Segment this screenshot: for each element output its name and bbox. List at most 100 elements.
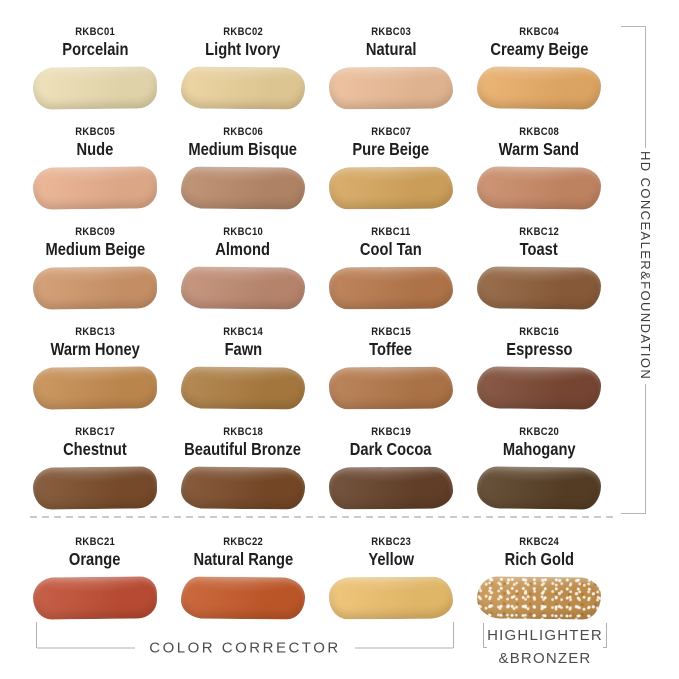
shade-swatch	[180, 166, 306, 210]
shade-cell: RKBC03 Natural	[317, 22, 465, 122]
shade-swatch	[32, 166, 158, 210]
foundation-shade-grid: RKBC01 Porcelain RKBC02 Light Ivory RKBC…	[21, 22, 613, 522]
shade-cell: RKBC11 Cool Tan	[317, 222, 465, 322]
color-corrector-bracket: COLOR CORRECTOR	[36, 622, 454, 657]
shade-name: Almond	[215, 239, 271, 259]
shade-swatch	[476, 366, 602, 410]
highlighter-bronzer-top-row: HIGHLIGHTER	[483, 623, 607, 648]
shade-code: RKBC02	[223, 26, 263, 38]
bracket-line-left	[37, 647, 136, 649]
shade-name: Fawn	[224, 339, 262, 359]
shade-code: RKBC17	[75, 426, 115, 438]
shade-code: RKBC24	[519, 536, 559, 548]
shade-code: RKBC01	[75, 26, 115, 38]
shade-name: Orange	[69, 549, 121, 569]
shade-cell: RKBC09 Medium Beige	[21, 222, 169, 322]
shade-code: RKBC05	[75, 126, 115, 138]
bracket-corner-right	[602, 623, 607, 648]
shade-code: RKBC13	[75, 326, 115, 338]
shade-name: Toast	[519, 239, 559, 259]
color-corrector-bracket-line: COLOR CORRECTOR	[37, 640, 453, 657]
shade-name: Mahogany	[502, 439, 576, 459]
shade-name: Natural	[365, 39, 417, 59]
shade-code: RKBC04	[519, 26, 559, 38]
shade-cell: RKBC07 Pure Beige	[317, 122, 465, 222]
shade-cell: RKBC19 Dark Cocoa	[317, 422, 465, 522]
shade-code: RKBC14	[223, 326, 263, 338]
shade-code: RKBC20	[519, 426, 559, 438]
shade-swatch	[476, 166, 602, 210]
shade-swatch	[328, 266, 454, 310]
section-label-color-corrector: COLOR CORRECTOR	[149, 639, 341, 657]
shade-name: Medium Beige	[45, 239, 145, 259]
shade-cell: RKBC05 Nude	[21, 122, 169, 222]
shade-name: Natural Range	[193, 549, 293, 569]
shade-swatch	[328, 366, 454, 410]
shade-code: RKBC16	[519, 326, 559, 338]
shade-name: Creamy Beige	[489, 39, 589, 59]
shade-cell: RKBC10 Almond	[169, 222, 317, 322]
shade-swatch	[328, 576, 454, 620]
shade-code: RKBC10	[223, 226, 263, 238]
shade-cell: RKBC16 Espresso	[465, 322, 613, 422]
shade-cell: RKBC04 Creamy Beige	[465, 22, 613, 122]
shade-name: Pure Beige	[352, 139, 430, 159]
shade-name: Medium Bisque	[188, 139, 298, 159]
shade-name: Beautiful Bronze	[184, 439, 302, 459]
shade-swatch	[180, 366, 306, 410]
shade-swatch	[32, 266, 158, 310]
shade-name: Toffee	[369, 339, 413, 359]
shade-swatch	[328, 166, 454, 210]
shade-cell: RKBC20 Mahogany	[465, 422, 613, 522]
shade-cell: RKBC12 Toast	[465, 222, 613, 322]
shade-swatch	[180, 266, 306, 310]
shade-name: Espresso	[505, 339, 573, 359]
shade-swatch	[32, 66, 158, 110]
shade-name: Chestnut	[63, 439, 127, 459]
shade-swatch	[476, 466, 602, 510]
highlighter-bronzer-label: HIGHLIGHTER &BRONZER	[483, 623, 607, 667]
shade-swatch	[32, 466, 158, 510]
shade-code: RKBC06	[223, 126, 263, 138]
shade-code: RKBC03	[371, 26, 411, 38]
shade-code: RKBC19	[371, 426, 411, 438]
right-bracket-top-tick	[621, 26, 646, 27]
right-bracket-upper-line	[645, 26, 646, 148]
shade-cell: RKBC14 Fawn	[169, 322, 317, 422]
bracket-line-right	[354, 647, 453, 649]
right-bracket-lower-line	[645, 384, 646, 513]
shade-cell: RKBC22 Natural Range	[169, 532, 317, 632]
dashed-divider	[30, 516, 616, 518]
shade-cell: RKBC18 Beautiful Bronze	[169, 422, 317, 522]
shade-swatch	[32, 576, 158, 620]
shade-name: Porcelain	[61, 39, 129, 59]
shade-swatch	[328, 66, 454, 110]
shade-code: RKBC09	[75, 226, 115, 238]
shade-swatch	[180, 66, 306, 110]
section-label-highlighter: HIGHLIGHTER	[487, 627, 603, 644]
shade-code: RKBC08	[519, 126, 559, 138]
shade-cell: RKBC06 Medium Bisque	[169, 122, 317, 222]
shade-name: Rich Gold	[504, 549, 574, 569]
right-bracket-bottom-tick	[621, 513, 646, 514]
shade-name: Dark Cocoa	[350, 439, 432, 459]
shade-swatch	[32, 366, 158, 410]
shade-code: RKBC07	[371, 126, 411, 138]
shade-swatch	[476, 266, 602, 310]
shade-cell: RKBC24 Rich Gold	[465, 532, 613, 632]
shade-code: RKBC12	[519, 226, 559, 238]
bracket-corner-left	[483, 623, 488, 648]
shade-swatch	[180, 576, 306, 620]
shade-swatch	[476, 576, 602, 620]
shade-cell: RKBC01 Porcelain	[21, 22, 169, 122]
shade-name: Light Ivory	[205, 39, 281, 59]
shade-code: RKBC22	[223, 536, 263, 548]
section-label-hd-concealer-foundation: HD CONCEALER&FOUNDATION	[638, 151, 653, 381]
shade-code: RKBC18	[223, 426, 263, 438]
shade-name: Nude	[76, 139, 114, 159]
shade-swatch	[180, 466, 306, 510]
shade-cell: RKBC15 Toffee	[317, 322, 465, 422]
shade-code: RKBC11	[371, 226, 411, 238]
shade-cell: RKBC21 Orange	[21, 532, 169, 632]
